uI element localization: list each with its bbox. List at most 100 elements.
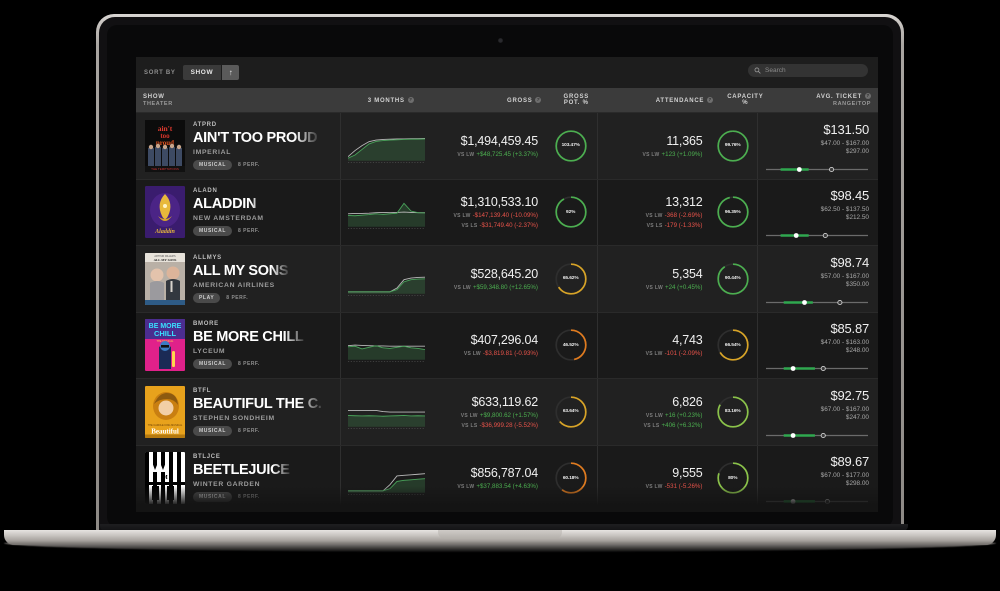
info-icon[interactable]: ? [707,96,714,103]
column-header-show[interactable]: SHOW THEATER [136,88,350,112]
delta-line: VS LW +16 (+0.23%) [646,412,703,419]
sort-control[interactable]: SHOW ↑ [182,65,240,80]
info-icon[interactable]: ? [865,93,871,99]
show-cell[interactable]: THE CAROLE KING MUSICAL Beautiful BTFL B… [136,379,340,445]
column-header-avg-ticket-sub: RANGE/TOP [833,101,871,107]
search-input[interactable] [765,67,862,74]
show-title[interactable]: BEETLEJUICE [193,462,290,479]
search-box[interactable] [748,64,868,77]
avg-ticket-cell: $89.67 $67.00 - $177.00 $298.00 [757,445,878,511]
progress-ring: 46.52% [554,328,588,362]
svg-text:Aladdin: Aladdin [154,229,175,235]
show-cell[interactable]: M BTLJCE BEETLEJUICE WINTER GARDEN MUSIC… [136,446,340,512]
performance-count: 8 PERF. [226,294,249,301]
show-meta: BMORE BE MORE CHILL LYCEUM MUSICAL 8 PER… [193,321,304,370]
gross-value: $407,296.04 [470,333,539,348]
progress-ring: 66.54% [716,328,750,362]
column-header-avg-ticket[interactable]: AVG. TICKET? RANGE/TOP [771,88,878,112]
laptop-base-top [100,524,908,531]
delta-line: VS LW +24 (+0.45%) [646,284,703,291]
delta-line: VS LS -$31,749.40 (-2.37%) [462,222,538,229]
column-header-trend[interactable]: 3 MONTHS? [350,88,432,112]
show-code: BMORE [193,321,219,328]
column-header-capacity[interactable]: CAPACITY % [720,88,770,112]
show-title[interactable]: BE MORE CHILL [193,329,304,346]
table-row[interactable]: THE CAROLE KING MUSICAL Beautiful BTFL B… [136,379,878,446]
delta-line: VS LS +406 (+6.32%) [644,422,703,429]
show-cell[interactable]: ain't too proud THE TEMPTATIONS ATPRD AI… [136,113,340,179]
price-range-slider[interactable] [765,294,869,305]
show-code: ALADN [193,188,218,195]
table-row[interactable]: ain't too proud THE TEMPTATIONS ATPRD AI… [136,113,878,180]
avg-ticket-cell: $98.74 $57.00 - $167.00 $350.00 [757,246,878,312]
price-range-slider[interactable] [765,227,869,239]
show-meta: BTLJCE BEETLEJUICE WINTER GARDEN MUSICAL… [193,454,290,503]
price-range-slider[interactable] [765,161,869,172]
gross-value: $1,310,533.10 [460,195,539,210]
laptop-lid: SORT BY SHOW ↑ [96,14,904,538]
trend-sparkline-cell[interactable] [340,246,432,312]
info-icon[interactable]: ? [407,96,414,103]
show-cell[interactable]: Aladdin ALADN ALADDIN NEW AMSTERDAM MUSI… [136,180,340,246]
capacity-cell: 80% [708,446,757,512]
avg-ticket-value: $92.75 [830,387,869,403]
delta-label: VS LS [646,223,663,230]
gross-value: $856,787.04 [470,466,539,481]
gross-potential-cell: 103.47% [544,113,597,179]
progress-ring-value: 60.18% [562,475,579,481]
trend-sparkline-cell[interactable] [340,379,432,445]
performance-count: 8 PERF. [237,228,260,235]
show-poster: Aladdin [145,186,185,239]
price-range-slider[interactable] [765,493,869,505]
delta-label: VS LW [453,213,471,220]
trend-sparkline-cell[interactable] [340,179,432,245]
price-range-slider[interactable] [765,360,869,372]
table-row[interactable]: BE MORE CHILL THE MUSICAL BMORE BE MORE … [136,312,878,379]
trend-sparkline-cell[interactable] [340,445,432,511]
show-table-body[interactable]: ain't too proud THE TEMPTATIONS ATPRD AI… [136,113,878,512]
show-title[interactable]: ALADDIN [193,196,257,213]
column-header-gross[interactable]: GROSS? [431,88,548,112]
show-cell[interactable]: BE MORE CHILL THE MUSICAL BMORE BE MORE … [136,313,340,379]
avg-ticket-range: $67.00 - $177.00 [820,472,869,480]
sort-value-button[interactable]: SHOW [182,65,222,80]
column-header-attendance[interactable]: ATTENDANCE? [604,88,720,112]
svg-text:ARTHUR MILLER'S: ARTHUR MILLER'S [154,255,176,258]
svg-text:M: M [162,475,168,481]
show-title[interactable]: AIN'T TOO PROUD [193,129,318,146]
info-icon[interactable]: ? [535,96,542,103]
progress-ring: 63.64% [554,395,588,429]
webcam-icon [497,38,503,43]
price-range-slider[interactable] [765,427,869,438]
delta-value: +$48,725.45 (+3.37%) [476,150,538,158]
progress-ring: 83.16% [716,395,750,429]
show-title[interactable]: BEAUTIFUL THE C. [193,395,321,412]
column-header-gross-pot[interactable]: GROSS POT. % [548,88,604,112]
avg-ticket-top: $297.00 [845,147,869,155]
show-theater: NEW AMSTERDAM [193,215,264,223]
capacity-cell: 90.44% [708,246,757,312]
delta-value: -101 (-2.09%) [664,350,703,358]
show-title[interactable]: ALL MY SONS [193,262,289,279]
delta-line: VS LW -368 (-2.69%) [646,212,703,219]
delta-label: VS LS [461,422,478,429]
attendance-cell: 4,743 VS LW -101 (-2.09%) [597,312,708,378]
show-tags: MUSICAL 8 PERF. [193,226,264,237]
progress-ring: 65.62% [554,262,588,296]
table-row[interactable]: Aladdin ALADN ALADDIN NEW AMSTERDAM MUSI… [136,179,878,246]
avg-ticket-value: $85.87 [830,321,869,337]
delta-line: VS LW +$59,348.80 (+12.65%) [454,284,538,291]
sort-direction-up-icon[interactable]: ↑ [222,65,240,80]
genre-badge: MUSICAL [193,359,232,370]
delta-value: -$36,999.28 (-5.52%) [479,421,538,429]
table-row[interactable]: M BTLJCE BEETLEJUICE WINTER GARDEN MUSIC… [136,445,878,512]
trend-sparkline-cell[interactable] [340,113,432,179]
show-cell[interactable]: ARTHUR MILLER'S ALL MY SONS ALLMYS ALL M… [136,246,340,312]
progress-ring-value: 46.52% [562,342,579,348]
progress-ring-value: 96.35% [724,209,741,215]
table-row[interactable]: ARTHUR MILLER'S ALL MY SONS ALLMYS ALL M… [136,246,878,313]
show-theater: STEPHEN SONDHEIM [193,414,275,422]
gross-cell: $528,645.20 VS LW +$59,348.80 (+12.65%) [432,246,544,312]
delta-line: VS LW -531 (-5.26%) [646,483,703,490]
trend-sparkline-cell[interactable] [340,312,432,378]
